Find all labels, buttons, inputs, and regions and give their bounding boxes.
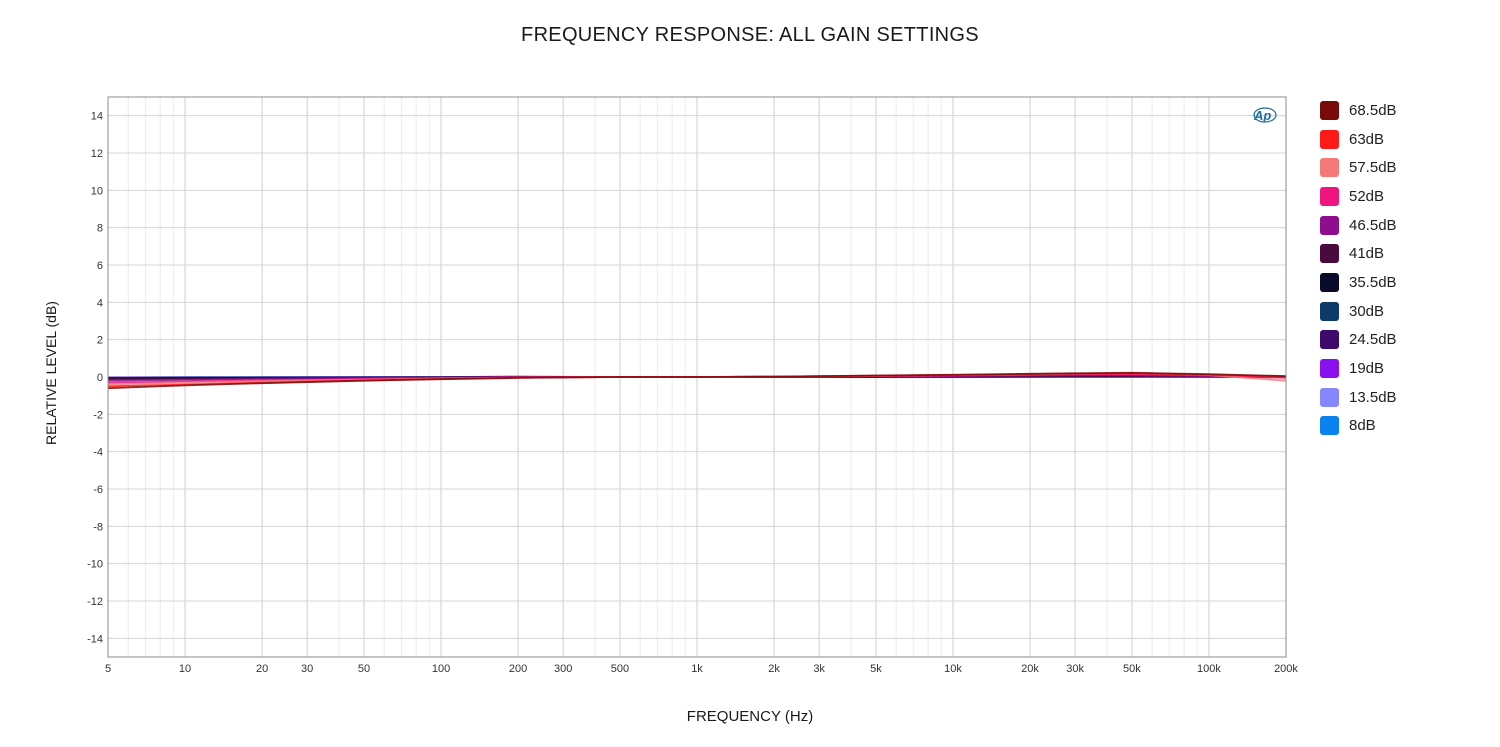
x-tick-label: 2k <box>768 663 780 675</box>
legend-label: 24.5dB <box>1349 331 1397 349</box>
x-tick-label: 20 <box>256 663 268 675</box>
legend-swatch <box>1320 416 1339 436</box>
series-layer <box>107 371 1287 390</box>
x-tick-label: 5 <box>105 663 111 675</box>
y-tick-label: 0 <box>97 372 103 384</box>
y-tick-label: 12 <box>91 148 103 160</box>
y-tick-label: -2 <box>93 409 103 421</box>
x-tick-label: 100k <box>1197 663 1221 675</box>
legend-label: 41dB <box>1349 245 1385 263</box>
x-tick-label: 10k <box>944 663 962 675</box>
y-tick-label: -6 <box>93 484 103 496</box>
legend-swatch <box>1320 215 1339 235</box>
legend-label: 63dB <box>1349 130 1385 148</box>
legend-swatch <box>1320 158 1339 178</box>
y-tick-label: -14 <box>87 633 103 645</box>
legend-label: 8dB <box>1349 417 1376 435</box>
x-tick-label: 1k <box>691 663 703 675</box>
legend-swatch <box>1320 301 1339 321</box>
legend-swatch <box>1320 244 1339 264</box>
legend-label: 19dB <box>1349 360 1385 378</box>
x-tick-label: 30 <box>301 663 313 675</box>
x-tick-label: 200k <box>1274 663 1298 675</box>
audio-precision-logo-ring <box>1253 107 1277 123</box>
legend-item: 57.5dB <box>1320 153 1397 182</box>
series-line <box>107 371 1287 390</box>
legend-label: 35.5dB <box>1349 273 1397 291</box>
y-tick-label: -12 <box>87 596 103 608</box>
x-tick-label: 10 <box>179 663 191 675</box>
x-tick-label: 5k <box>870 663 882 675</box>
legend-label: 30dB <box>1349 302 1385 320</box>
plot-frame <box>107 96 1287 658</box>
legend-item: 52dB <box>1320 182 1397 211</box>
legend-item: 46.5dB <box>1320 211 1397 240</box>
x-tick-label: 3k <box>813 663 825 675</box>
legend-swatch <box>1320 129 1339 149</box>
y-tick-label: -4 <box>93 447 103 459</box>
legend-label: 46.5dB <box>1349 216 1397 234</box>
legend-label: 52dB <box>1349 187 1385 205</box>
x-tick-label: 30k <box>1066 663 1084 675</box>
y-tick-label: 2 <box>97 335 103 347</box>
legend-swatch <box>1320 359 1339 379</box>
legend-swatch <box>1320 100 1339 120</box>
y-tick-label: -8 <box>93 521 103 533</box>
legend-item: 41dB <box>1320 239 1397 268</box>
legend-item: 24.5dB <box>1320 326 1397 355</box>
y-tick-label: 4 <box>97 297 103 309</box>
legend-label: 68.5dB <box>1349 101 1397 119</box>
x-tick-labels: 5 10 20 30 50 100 200 300 500 1k 2k 3k 5k 10k 20k 30k 50… <box>105 663 1298 675</box>
legend-swatch <box>1320 387 1339 407</box>
legend-swatch <box>1320 272 1339 292</box>
legend-label: 57.5dB <box>1349 159 1397 177</box>
legend-item: 35.5dB <box>1320 268 1397 297</box>
legend-swatch <box>1320 186 1339 206</box>
y-tick-label: 6 <box>97 260 103 272</box>
legend-item: 68.5dB <box>1320 96 1397 125</box>
legend-swatch <box>1320 330 1339 350</box>
x-tick-label: 200 <box>509 663 527 675</box>
x-tick-label: 100 <box>432 663 450 675</box>
x-tick-label: 300 <box>554 663 572 675</box>
legend-item: 13.5dB <box>1320 383 1397 412</box>
y-tick-label: -10 <box>87 559 103 571</box>
legend: 68.5dB 63dB 57.5dB 52dB 46.5dB 41dB 35.5dB 30dB… <box>1320 96 1397 440</box>
audio-precision-logo: Ap <box>1253 108 1271 123</box>
legend-item: 19dB <box>1320 354 1397 383</box>
y-tick-labels: 14 12 10 8 6 4 2 0 -2 -4 -6 -8 -10 -12 -14 <box>87 111 103 646</box>
y-tick-label: 8 <box>97 223 103 235</box>
x-tick-label: 500 <box>611 663 629 675</box>
y-tick-label: 14 <box>91 111 103 123</box>
x-tick-label: 20k <box>1021 663 1039 675</box>
x-axis-label: FREQUENCY (Hz) <box>686 708 814 725</box>
y-tick-label: 10 <box>91 185 103 197</box>
legend-item: 8dB <box>1320 412 1397 441</box>
legend-item: 63dB <box>1320 125 1397 154</box>
x-tick-label: 50k <box>1123 663 1141 675</box>
legend-label: 13.5dB <box>1349 388 1397 406</box>
legend-item: 30dB <box>1320 297 1397 326</box>
chart-title: FREQUENCY RESPONSE: ALL GAIN SETTINGS <box>521 24 979 46</box>
x-tick-label: 50 <box>358 663 370 675</box>
